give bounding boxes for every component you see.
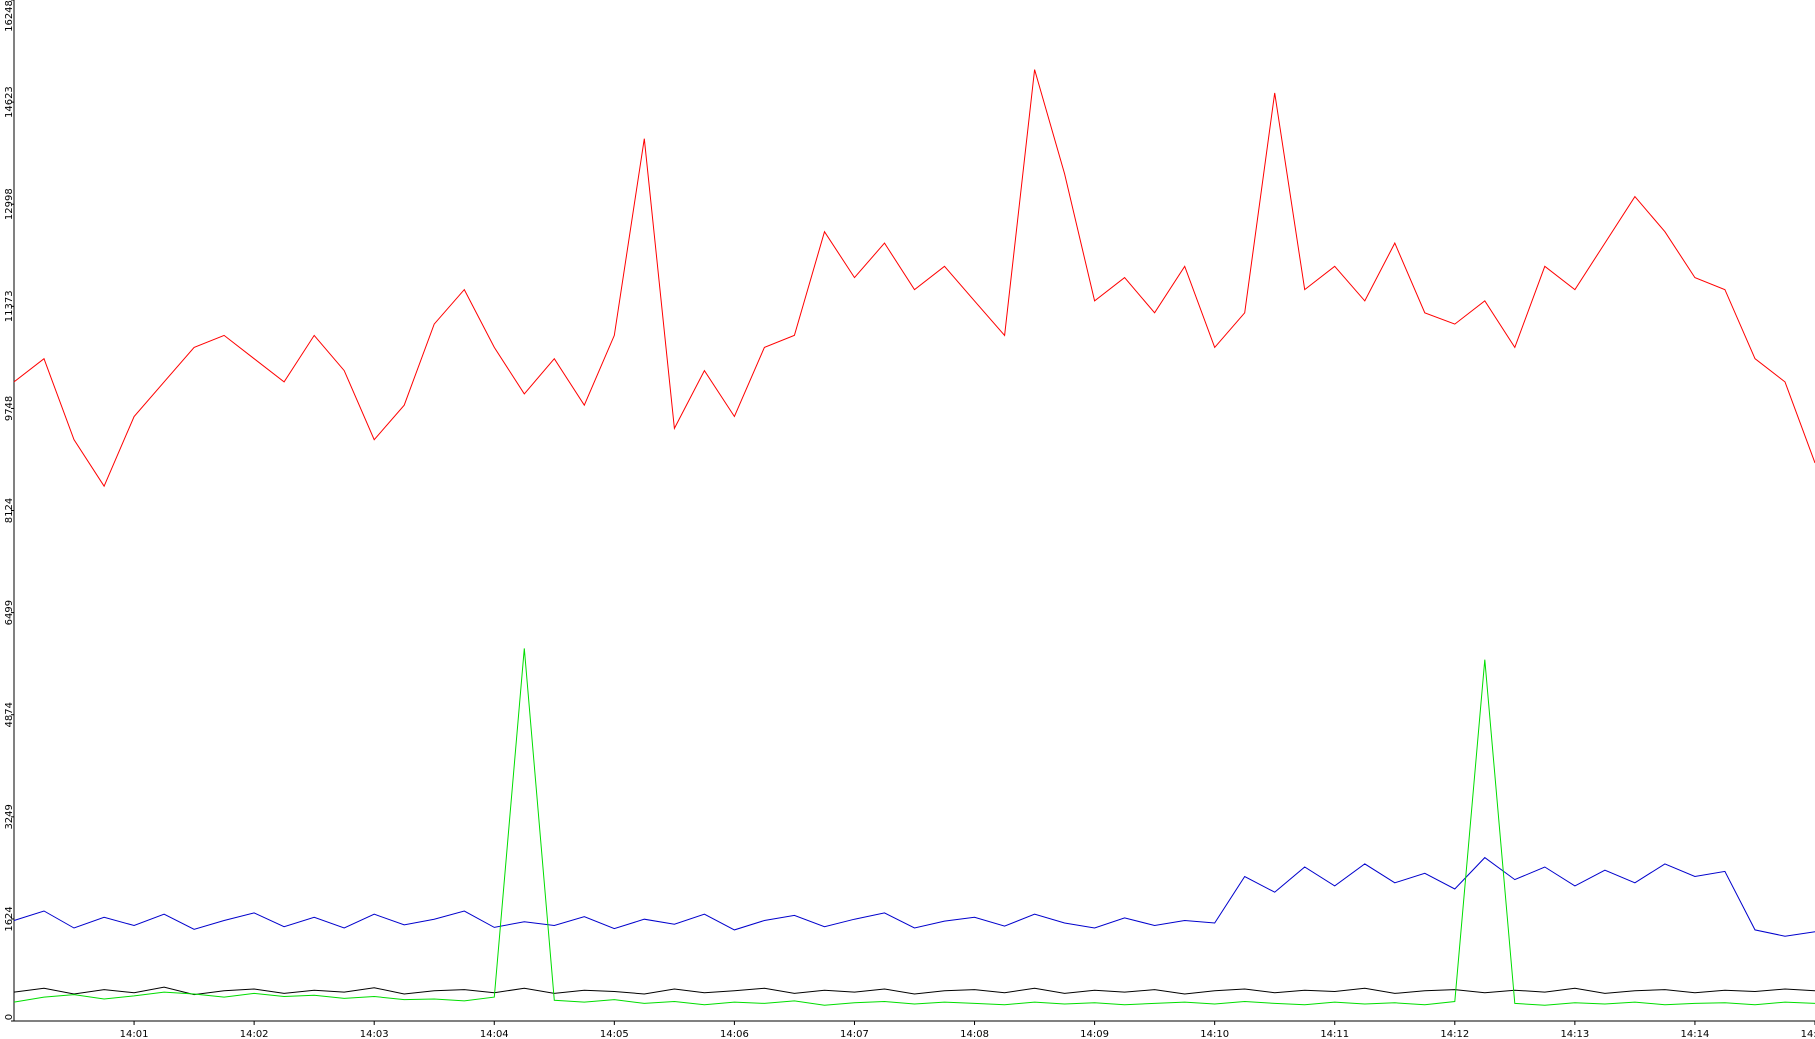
x-tick-label: 14:02 xyxy=(240,1029,269,1039)
x-tick-label: 14:07 xyxy=(840,1029,869,1039)
y-tick-label: 6499 xyxy=(4,600,15,625)
y-tick-label: 3249 xyxy=(4,804,15,829)
y-tick-label: 14623 xyxy=(4,86,15,118)
x-tick-label: 14:04 xyxy=(480,1029,509,1039)
x-tick-label: 14:12 xyxy=(1440,1029,1469,1039)
x-tick-label: 14:15 xyxy=(1801,1029,1815,1039)
x-tick-label: 14:08 xyxy=(960,1029,989,1039)
x-tick-label: 14:10 xyxy=(1200,1029,1229,1039)
x-tick-label: 14:05 xyxy=(600,1029,629,1039)
x-tick-label: 14:03 xyxy=(360,1029,389,1039)
x-tick-label: 14:09 xyxy=(1080,1029,1109,1039)
series-line xyxy=(13,648,1815,1006)
series-line xyxy=(13,856,1815,937)
x-tick-label: 14:01 xyxy=(120,1029,149,1039)
x-tick-label: 14:13 xyxy=(1560,1029,1589,1039)
x-tick-label: 14:06 xyxy=(720,1029,749,1039)
y-tick-label: 11373 xyxy=(4,290,15,322)
y-tick-label: 4874 xyxy=(4,702,15,727)
y-tick-label: 0 xyxy=(4,1014,15,1020)
x-tick-label: 14:14 xyxy=(1681,1029,1710,1039)
series-line xyxy=(13,986,1815,996)
y-tick-label: 12998 xyxy=(4,188,15,220)
y-tick-label: 16248 xyxy=(4,0,15,32)
y-tick-label: 8124 xyxy=(4,498,15,523)
x-tick-label: 14:11 xyxy=(1320,1029,1349,1039)
y-tick-label: 1624 xyxy=(4,906,15,931)
y-tick-label: 9748 xyxy=(4,396,15,421)
series-line xyxy=(13,69,1815,488)
